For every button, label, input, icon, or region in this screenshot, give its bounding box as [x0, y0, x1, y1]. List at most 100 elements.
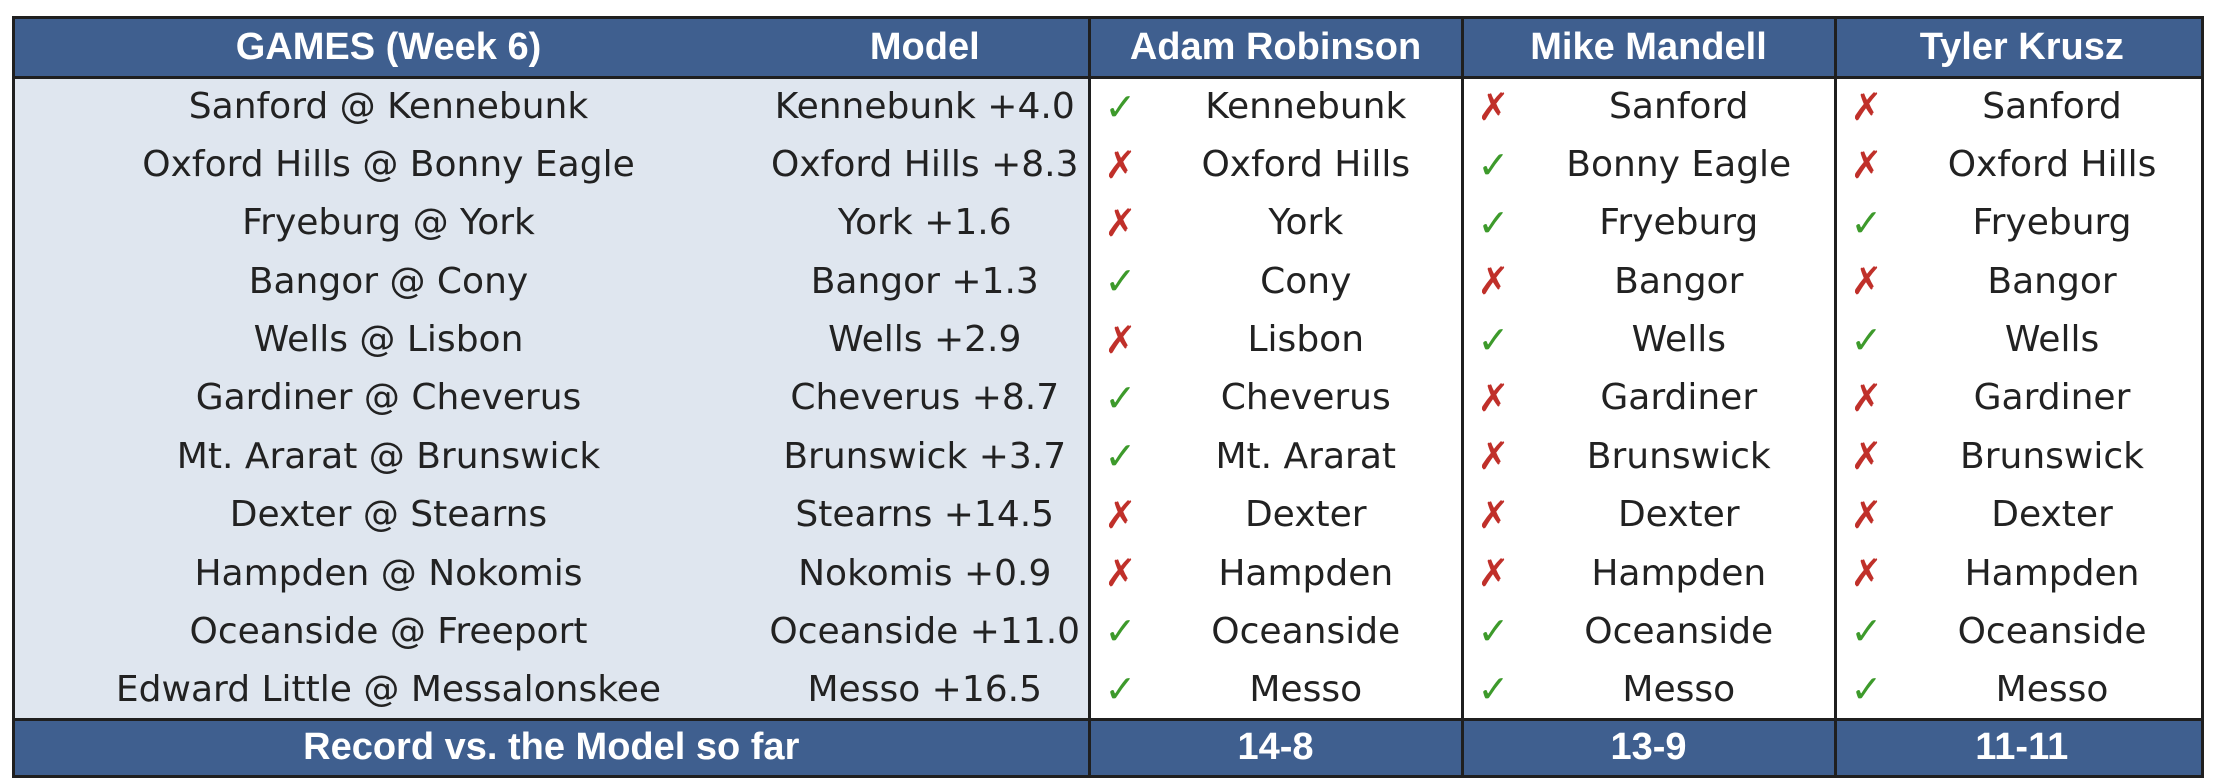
check-mark-icon: ✓ [1087, 252, 1151, 311]
record-mike: 13-9 [1460, 717, 1836, 775]
record-tyler: 11-11 [1833, 717, 2201, 775]
pick-cell-mike: Hampden [1591, 552, 1767, 594]
pick-cell-adam: Oxford Hills [1201, 144, 1411, 186]
table-row: Wells @ Lisbon Wells +2.9 ✗ Lisbon ✓ Wells ✓ We… [15, 310, 2201, 369]
x-mark-icon: ✗ [1460, 543, 1525, 603]
x-mark-icon: ✗ [1833, 77, 1898, 136]
model-cell: Oxford Hills +8.3 [762, 135, 1089, 194]
check-mark-icon: ✓ [1833, 193, 1898, 253]
pick-cell-tyler: Bangor [1987, 260, 2117, 302]
check-mark-icon: ✓ [1460, 660, 1525, 719]
model-cell: York +1.6 [762, 193, 1089, 253]
x-mark-icon: ✗ [1833, 135, 1898, 194]
game-cell: Oceanside @ Freeport [15, 602, 762, 661]
x-mark-icon: ✗ [1460, 368, 1525, 428]
picks-table-frame: GAMES (Week 6) Model Adam Robinson Mike … [12, 16, 2204, 778]
table-row: Mt. Ararat @ Brunswick Brunswick +3.7 ✓ Mt.… [15, 427, 2201, 486]
pick-cell-adam: Messo [1249, 668, 1363, 710]
pick-cell-mike: Messo [1622, 668, 1736, 710]
x-mark-icon: ✗ [1460, 77, 1525, 136]
week6-picks-table: GAMES (Week 6) Model Adam Robinson Mike … [15, 19, 2201, 775]
game-cell: Wells @ Lisbon [15, 310, 762, 369]
game-cell: Gardiner @ Cheverus [15, 368, 762, 428]
table-row: Sanford @ Kennebunk Kennebunk +4.0 ✓ Kenneb… [15, 77, 2201, 136]
model-cell: Nokomis +0.9 [762, 543, 1089, 603]
x-mark-icon: ✗ [1087, 543, 1151, 603]
games-header: GAMES (Week 6) [15, 19, 762, 79]
pick-cell-mike: Fryeburg [1599, 202, 1759, 244]
pick-cell-tyler: Oxford Hills [1947, 144, 2157, 186]
check-mark-icon: ✓ [1460, 602, 1525, 661]
x-mark-icon: ✗ [1833, 543, 1898, 603]
check-mark-icon: ✓ [1087, 602, 1151, 661]
game-cell: Sanford @ Kennebunk [15, 77, 762, 136]
check-mark-icon: ✓ [1833, 660, 1898, 719]
model-cell: Bangor +1.3 [762, 252, 1089, 311]
table-row: Oceanside @ Freeport Oceanside +11.0 ✓ Ocea… [15, 602, 2201, 661]
table-row: Fryeburg @ York York +1.6 ✗ York ✓ Fryeburg ✓ F… [15, 193, 2201, 253]
check-mark-icon: ✓ [1833, 310, 1898, 369]
record-label: Record vs. the Model so far [15, 717, 1089, 775]
x-mark-icon: ✗ [1087, 135, 1151, 194]
header-row: GAMES (Week 6) Model Adam Robinson Mike … [15, 19, 2201, 79]
pick-cell-tyler: Messo [1995, 668, 2109, 710]
pick-cell-mike: Dexter [1617, 494, 1740, 536]
x-mark-icon: ✗ [1833, 368, 1898, 428]
game-cell: Fryeburg @ York [15, 193, 762, 253]
check-mark-icon: ✓ [1087, 77, 1151, 136]
model-cell: Oceanside +11.0 [762, 602, 1089, 661]
pick-cell-adam: Hampden [1218, 552, 1394, 594]
pick-cell-tyler: Hampden [1964, 552, 2140, 594]
game-cell: Hampden @ Nokomis [15, 543, 762, 603]
check-mark-icon: ✓ [1087, 660, 1151, 719]
record-adam: 14-8 [1087, 717, 1463, 775]
table-row: Hampden @ Nokomis Nokomis +0.9 ✗ Hampden ✗ Ha… [15, 543, 2201, 603]
table-row: Bangor @ Cony Bangor +1.3 ✓ Cony ✗ Bangor ✗ Ban… [15, 252, 2201, 311]
pick-cell-tyler: Dexter [1991, 494, 2113, 536]
pick-cell-adam: York [1268, 202, 1344, 244]
x-mark-icon: ✗ [1087, 485, 1151, 544]
model-cell: Wells +2.9 [762, 310, 1089, 369]
table-row: Edward Little @ Messalonskee Messo +16.5 ✓… [15, 660, 2201, 719]
check-mark-icon: ✓ [1087, 427, 1151, 486]
check-mark-icon: ✓ [1833, 602, 1898, 661]
pick-cell-tyler: Oceanside [1957, 610, 2147, 652]
x-mark-icon: ✗ [1087, 193, 1151, 253]
pick-cell-mike: Sanford [1609, 86, 1749, 128]
x-mark-icon: ✗ [1460, 252, 1525, 311]
model-cell: Stearns +14.5 [762, 485, 1089, 544]
picker-header-adam: Adam Robinson [1087, 19, 1463, 79]
record-row: Record vs. the Model so far 14-8 13-9 11… [15, 717, 2201, 775]
check-mark-icon: ✓ [1460, 193, 1525, 253]
pick-cell-tyler: Brunswick [1960, 435, 2145, 477]
x-mark-icon: ✗ [1460, 427, 1525, 486]
model-cell: Messo +16.5 [762, 660, 1089, 719]
game-cell: Edward Little @ Messalonskee [15, 660, 762, 719]
game-cell: Mt. Ararat @ Brunswick [15, 427, 762, 486]
pick-cell-tyler: Fryeburg [1972, 202, 2132, 244]
pick-cell-mike: Bangor [1614, 260, 1744, 302]
x-mark-icon: ✗ [1833, 252, 1898, 311]
pick-cell-mike: Wells [1631, 319, 1726, 361]
check-mark-icon: ✓ [1460, 310, 1525, 369]
pick-cell-mike: Brunswick [1586, 435, 1771, 477]
x-mark-icon: ✗ [1833, 427, 1898, 486]
table-row: Oxford Hills @ Bonny Eagle Oxford Hills +… [15, 135, 2201, 194]
pick-cell-adam: Kennebunk [1205, 86, 1407, 128]
game-cell: Bangor @ Cony [15, 252, 762, 311]
pick-cell-adam: Cheverus [1220, 377, 1391, 419]
model-header: Model [762, 19, 1089, 79]
pick-cell-mike: Bonny Eagle [1566, 144, 1792, 186]
pick-cell-adam: Lisbon [1247, 319, 1365, 361]
pick-cell-tyler: Wells [2004, 319, 2100, 361]
pick-cell-adam: Dexter [1244, 494, 1367, 536]
picker-header-tyler: Tyler Krusz [1833, 19, 2201, 79]
pick-cell-adam: Oceanside [1211, 610, 1401, 652]
game-cell: Oxford Hills @ Bonny Eagle [15, 135, 762, 194]
model-cell: Kennebunk +4.0 [762, 77, 1089, 136]
game-cell: Dexter @ Stearns [15, 485, 762, 544]
check-mark-icon: ✓ [1460, 135, 1525, 194]
pick-cell-tyler: Sanford [1982, 86, 2122, 128]
x-mark-icon: ✗ [1460, 485, 1525, 544]
pick-cell-adam: Cony [1260, 260, 1352, 302]
